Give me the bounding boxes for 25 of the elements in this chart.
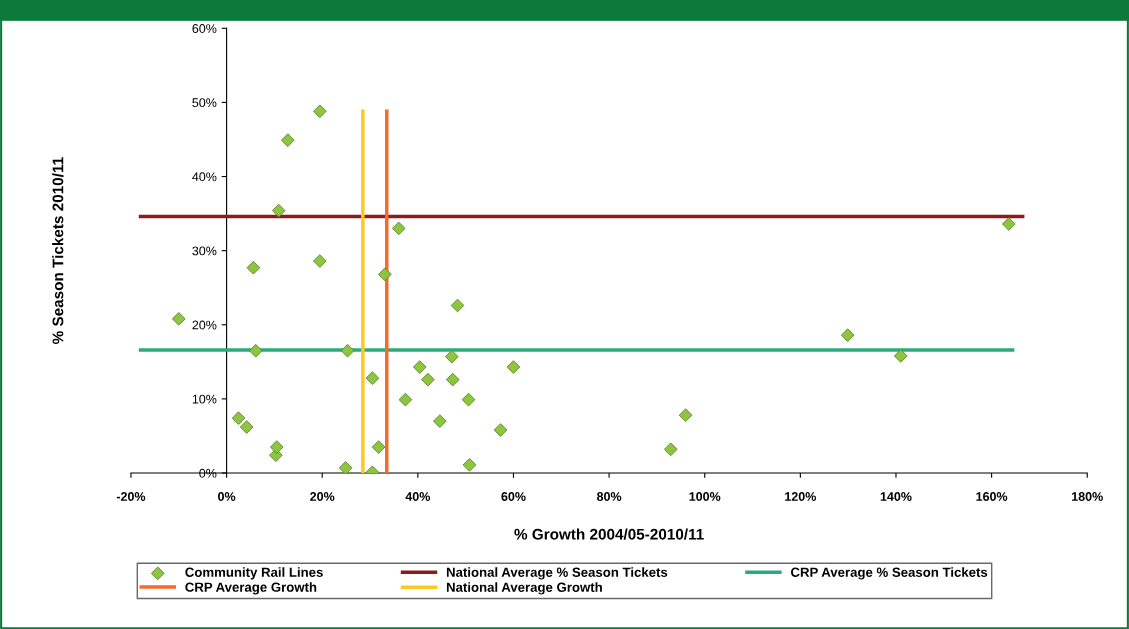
x-tick-label: 80%: [596, 492, 622, 501]
y-tick-label: 30%: [192, 246, 217, 256]
x-tick-label: 120%: [785, 492, 816, 501]
x-tick-label: 20%: [310, 492, 335, 501]
x-tick-label: 100%: [689, 492, 721, 501]
x-tick-label: 40%: [405, 492, 431, 501]
x-tick-label: -20%: [116, 492, 146, 501]
x-tick-label: 140%: [880, 492, 912, 501]
legend-label: National Average Growth: [446, 582, 602, 595]
legend-label: National Average % Season Tickets: [446, 567, 668, 580]
x-tick-label: 160%: [976, 492, 1008, 501]
y-tick-label: 50%: [192, 98, 217, 108]
legend-label: Community Rail Lines: [185, 567, 323, 580]
x-tick-label: 0%: [218, 492, 236, 501]
y-tick-label: 40%: [192, 172, 217, 182]
y-tick-label: 0%: [199, 468, 217, 478]
y-tick-label: 60%: [192, 24, 217, 33]
x-tick-label: 60%: [501, 492, 526, 501]
y-tick-label: 10%: [192, 394, 217, 404]
y-axis-title: % Season Tickets 2010/11: [52, 157, 64, 344]
x-tick-label: 180%: [1072, 492, 1103, 501]
legend-label: CRP Average Growth: [185, 582, 317, 595]
y-tick-label: 20%: [192, 320, 217, 330]
legend-label: CRP Average % Season Tickets: [791, 567, 988, 580]
x-axis-title: % Growth 2004/05-2010/11: [514, 528, 704, 540]
